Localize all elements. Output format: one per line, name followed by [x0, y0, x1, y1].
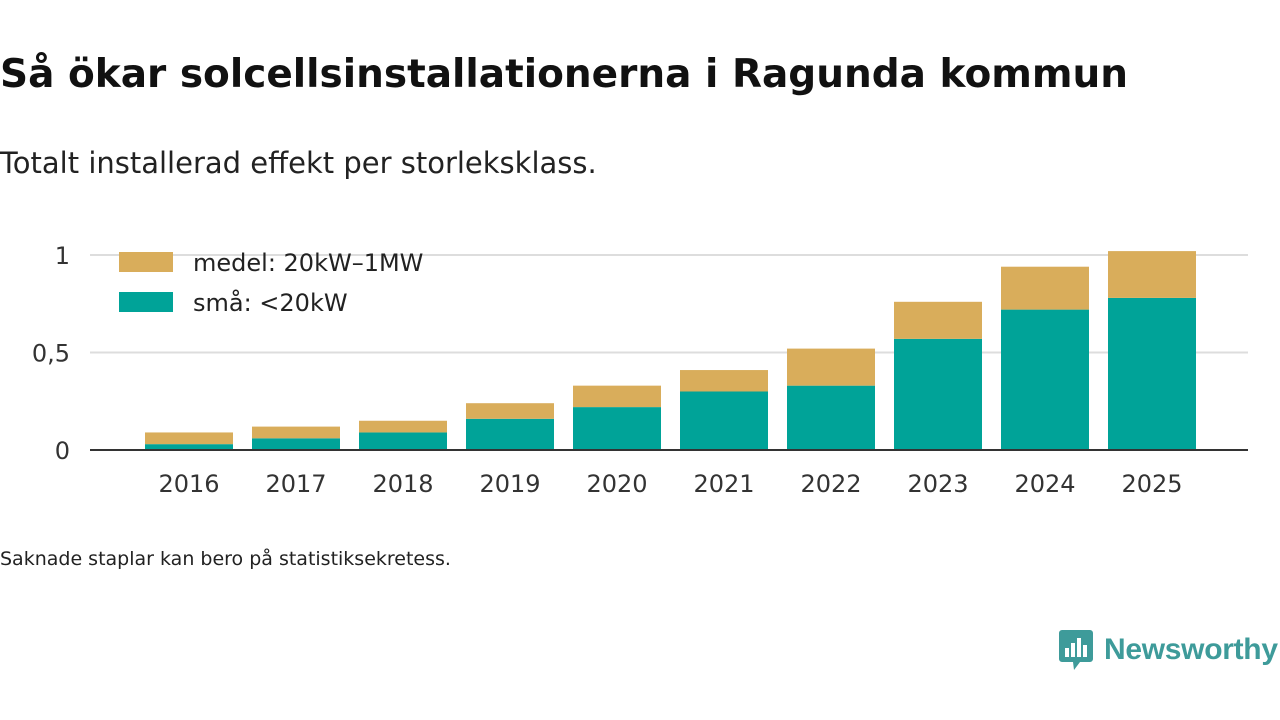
bar-segment-small: [252, 438, 340, 450]
x-tick-label: 2016: [158, 470, 219, 498]
bar-segment-small: [680, 391, 768, 450]
bar-segment-small: [894, 338, 982, 450]
x-tick-label: 2017: [265, 470, 326, 498]
x-tick-label: 2020: [586, 470, 647, 498]
chart-subtitle: Totalt installerad effekt per storlekskl…: [0, 146, 597, 180]
bar-segment-medium: [1001, 266, 1089, 310]
x-tick-label: 2021: [693, 470, 754, 498]
bar-segment-medium: [359, 420, 447, 433]
legend-swatch: [119, 252, 173, 272]
legend-label: små: <20kW: [193, 288, 348, 317]
x-tick-label: 2019: [479, 470, 540, 498]
y-tick-label: 0,5: [32, 340, 70, 368]
bar-segment-medium: [145, 432, 233, 445]
bar-segment-small: [1001, 309, 1089, 450]
bar-segment-medium: [787, 348, 875, 386]
footnote: Saknade staplar kan bero på statistiksek…: [0, 548, 451, 570]
bar-segment-medium: [894, 301, 982, 339]
bar-segment-small: [1108, 297, 1196, 450]
x-tick-label: 2023: [907, 470, 968, 498]
legend-swatch: [119, 292, 173, 312]
legend-label: medel: 20kW–1MW: [193, 249, 423, 277]
bar-segment-medium: [573, 385, 661, 408]
bar-segment-medium: [252, 426, 340, 439]
chart-title: Så ökar solcellsinstallationerna i Ragun…: [0, 52, 1129, 97]
bar-segment-medium: [466, 403, 554, 419]
bar-segment-small: [573, 407, 661, 450]
x-tick-label: 2018: [372, 470, 433, 498]
newsworthy-wordmark: Newsworthy: [1104, 633, 1278, 666]
bar-segment-medium: [680, 370, 768, 392]
newsworthy-logo: Newsworthy: [1058, 628, 1278, 672]
bar-segment-small: [359, 432, 447, 450]
bar-segment-small: [466, 418, 554, 450]
bar-segment-medium: [1108, 251, 1196, 298]
bar-segment-small: [787, 385, 875, 450]
newsworthy-chart-bubble-icon: [1059, 630, 1093, 670]
x-tick-label: 2022: [800, 470, 861, 498]
x-tick-label: 2024: [1014, 470, 1075, 498]
y-tick-label: 1: [55, 242, 70, 270]
x-tick-label: 2025: [1121, 470, 1182, 498]
y-tick-label: 0: [55, 437, 70, 465]
bar-segment-small: [145, 444, 233, 450]
stacked-bar-chart: 0 0,5 1 2016 2017 2018 2019 2020 2021 2022 2023 202…: [32, 242, 1248, 498]
